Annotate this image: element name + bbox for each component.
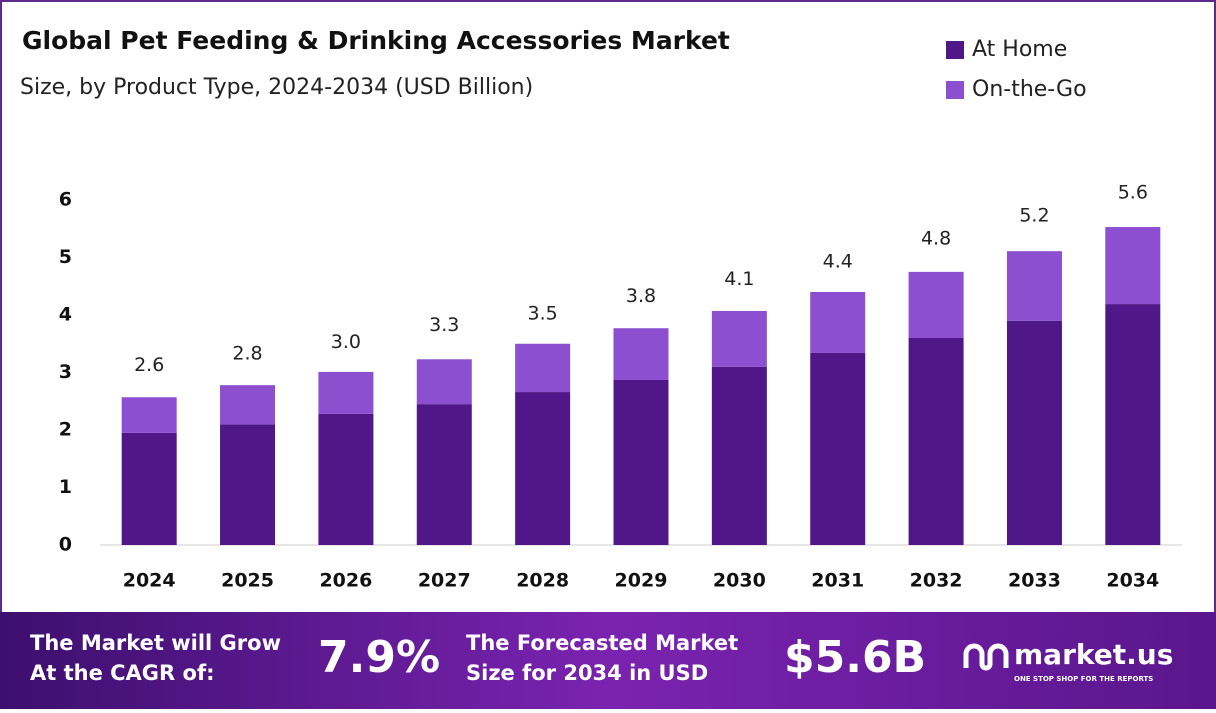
total-label: 4.1 <box>724 268 754 290</box>
x-tick-label: 2026 <box>319 570 372 592</box>
total-label: 3.8 <box>626 285 656 307</box>
y-tick-label: 4 <box>59 304 72 326</box>
cagr-text: The Market will Grow <box>30 631 281 655</box>
bar-segment <box>711 366 767 545</box>
total-label: 5.2 <box>1019 205 1049 227</box>
total-label: 3.5 <box>528 302 558 324</box>
forecast-value: $5.6B <box>784 632 926 683</box>
forecast-text: Size for 2034 in USD <box>466 661 708 685</box>
total-label: 3.3 <box>429 314 459 336</box>
bar-segment <box>515 392 571 545</box>
bar-segment <box>515 343 571 393</box>
legend-swatch <box>946 81 964 99</box>
legend-label: On-the-Go <box>972 77 1087 102</box>
x-tick-label: 2031 <box>811 570 864 592</box>
x-tick-label: 2032 <box>910 570 963 592</box>
bar-segment <box>613 328 669 380</box>
y-tick-label: 3 <box>59 361 72 383</box>
brand: market.us <box>1014 638 1173 671</box>
chart-title: Global Pet Feeding & Drinking Accessorie… <box>22 26 730 55</box>
x-tick-label: 2028 <box>516 570 569 592</box>
x-tick-label: 2027 <box>418 570 471 592</box>
y-tick-label: 0 <box>59 534 72 556</box>
legend-swatch <box>946 41 964 59</box>
cagr-text: At the CAGR of: <box>30 661 215 685</box>
cagr-value: 7.9% <box>318 632 440 683</box>
bar-segment <box>711 310 767 367</box>
x-tick-label: 2033 <box>1008 570 1061 592</box>
y-tick-label: 1 <box>59 476 72 498</box>
brand-tagline: ONE STOP SHOP FOR THE REPORTS <box>1014 675 1153 683</box>
y-tick-label: 2 <box>59 419 72 441</box>
bar-segment <box>1105 227 1161 305</box>
total-label: 3.0 <box>331 331 361 353</box>
bar-segment <box>1006 320 1062 545</box>
bar-segment <box>908 271 964 338</box>
legend-label: At Home <box>972 37 1067 62</box>
bar-segment <box>1105 304 1161 545</box>
total-label: 4.8 <box>921 228 951 250</box>
bar-segment <box>121 432 177 545</box>
forecast-text: The Forecasted Market <box>466 631 738 655</box>
x-tick-label: 2030 <box>713 570 766 592</box>
bar-segment <box>416 359 472 405</box>
footer-band <box>0 612 1216 709</box>
bar-segment <box>1006 251 1062 321</box>
total-label: 5.6 <box>1118 182 1148 204</box>
total-label: 2.6 <box>134 354 164 376</box>
bar-segment <box>220 385 276 425</box>
bar-segment <box>810 292 866 353</box>
bar-segment <box>810 352 866 545</box>
chart-subtitle: Size, by Product Type, 2024-2034 (USD Bi… <box>20 75 533 100</box>
y-tick-label: 5 <box>59 246 72 268</box>
y-tick-label: 6 <box>59 189 72 211</box>
total-label: 2.8 <box>232 343 262 365</box>
bar-segment <box>908 338 964 545</box>
bar-segment <box>318 413 374 545</box>
x-tick-label: 2029 <box>615 570 668 592</box>
bar-segment <box>220 424 276 545</box>
bar-segment <box>613 379 669 545</box>
bar-segment <box>416 404 472 545</box>
total-label: 4.4 <box>823 251 853 273</box>
x-tick-label: 2024 <box>123 570 176 592</box>
x-tick-label: 2034 <box>1106 570 1159 592</box>
x-tick-label: 2025 <box>221 570 274 592</box>
bar-segment <box>121 397 177 433</box>
bar-segment <box>318 371 374 414</box>
brand-logo <box>963 643 1009 671</box>
